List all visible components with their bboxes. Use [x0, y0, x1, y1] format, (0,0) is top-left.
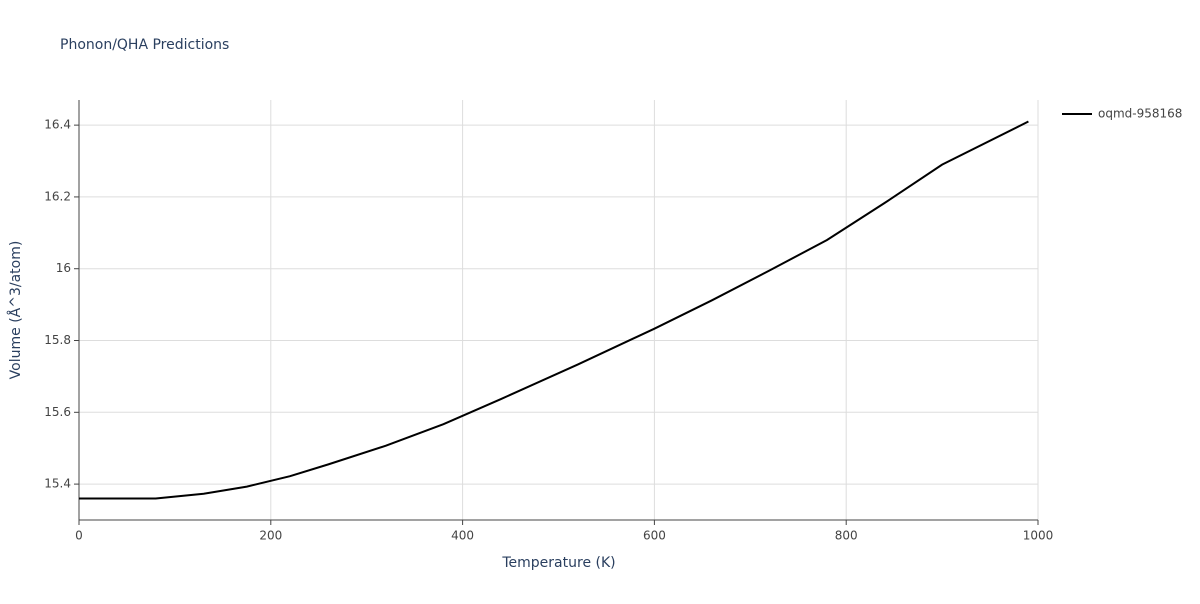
y-tick-label: 16 [56, 261, 71, 275]
x-tick-label: 0 [75, 529, 83, 543]
y-tick-label: 15.6 [44, 405, 71, 419]
y-tick-label: 15.4 [44, 477, 71, 491]
chart-title: Phonon/QHA Predictions [60, 37, 229, 53]
x-tick-label: 400 [451, 529, 474, 543]
y-tick-label: 16.4 [44, 118, 71, 132]
y-tick-label: 16.2 [44, 189, 71, 203]
line-series [79, 120, 1029, 500]
y-tick-label: 15.8 [44, 333, 71, 347]
x-tick-label: 600 [643, 529, 666, 543]
x-tick-label: 1000 [1023, 529, 1054, 543]
x-axis-title: Temperature (K) [501, 555, 615, 571]
legend-label: oqmd-958168 [1098, 107, 1182, 121]
x-tick-label: 200 [259, 529, 282, 543]
x-tick-label: 800 [835, 529, 858, 543]
y-axis-title: Volume (Å^3/atom) [7, 241, 24, 380]
